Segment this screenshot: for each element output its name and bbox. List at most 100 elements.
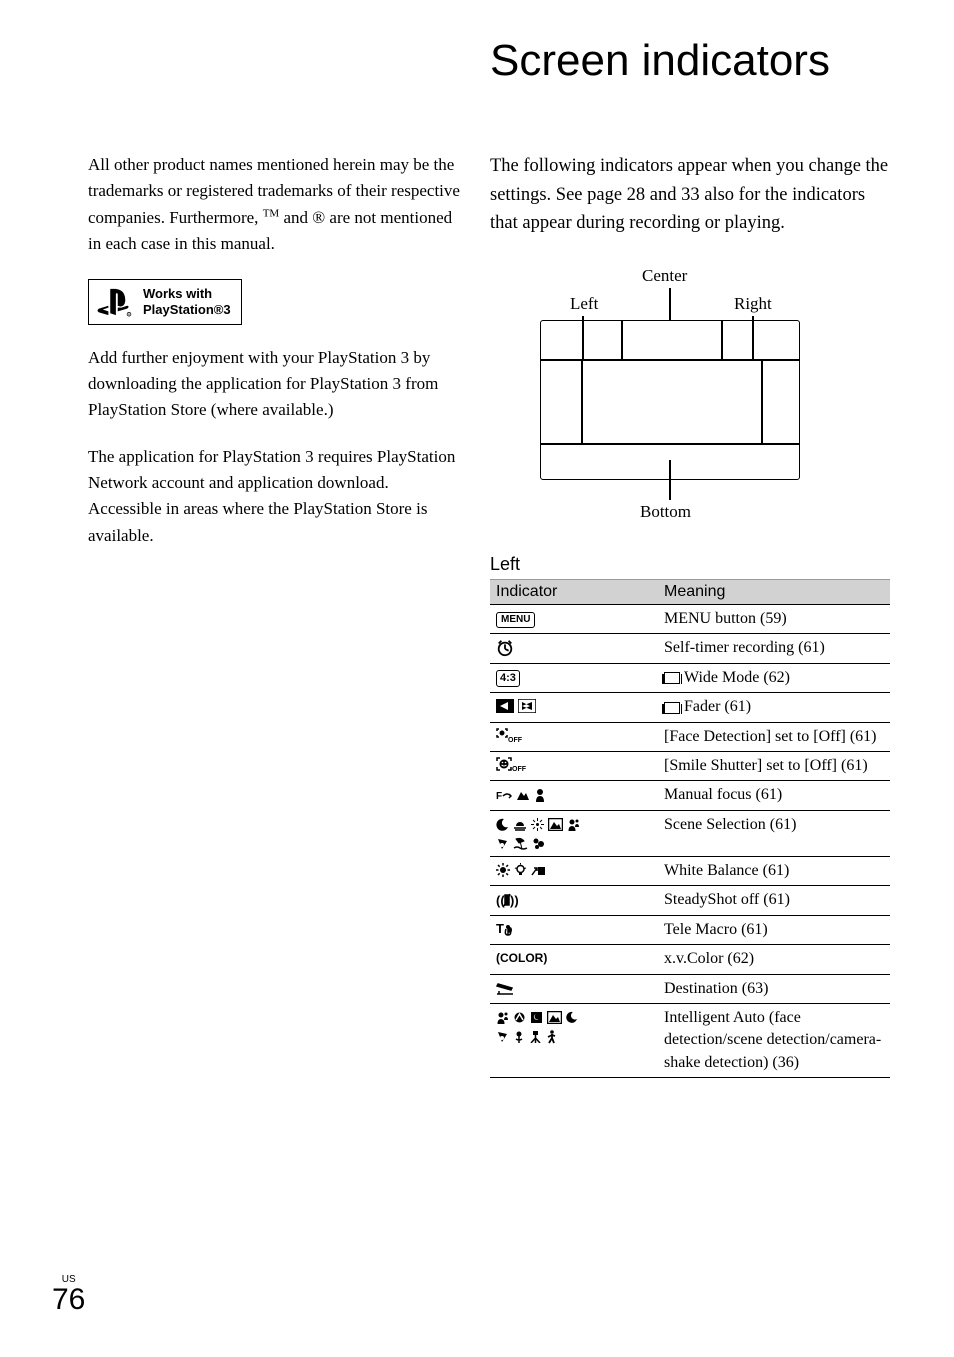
table-row: (()) SteadyShot off (61): [490, 886, 890, 915]
menu-icon: MENU: [496, 612, 535, 628]
meaning-cell: SteadyShot off (61): [658, 886, 890, 915]
book-icon: [664, 702, 680, 714]
scene-landscape-icon: [548, 818, 563, 831]
scene-spotlight-icon: [496, 837, 509, 850]
table-row: Destination (63): [490, 974, 890, 1003]
page-number: US 76: [52, 1274, 85, 1315]
table-row: OFF [Smile Shutter] set to [Off] (61): [490, 751, 890, 780]
indicators-table: Indicator Meaning MENU MENU button (59) …: [490, 579, 890, 1078]
svg-text:F: F: [496, 791, 502, 802]
indicator-cell: OFF: [490, 722, 658, 751]
r-mark: ®: [312, 208, 325, 227]
meaning-cell: [Smile Shutter] set to [Off] (61): [658, 751, 890, 780]
psbox-line1: Works with: [143, 286, 231, 302]
table-header-meaning: Meaning: [658, 580, 890, 605]
intro-paragraph: The following indicators appear when you…: [490, 152, 890, 238]
para-accessible: Accessible in areas where the PlayStatio…: [88, 496, 468, 549]
iauto-twilight-icon: [530, 1011, 543, 1024]
meaning-cell: Tele Macro (61): [658, 915, 890, 944]
scene-fireworks-icon: [531, 818, 544, 831]
fader-black-icon: [496, 699, 514, 713]
wb-bulb-icon: [514, 863, 527, 878]
meaning-text: Wide Mode (62): [684, 669, 790, 686]
indicator-cell: [490, 693, 658, 722]
meaning-cell: [Face Detection] set to [Off] (61): [658, 722, 890, 751]
indicator-cell: (COLOR): [490, 945, 658, 974]
meaning-text: Fader (61): [684, 698, 751, 715]
destination-icon: [496, 980, 514, 996]
table-row: Self-timer recording (61): [490, 634, 890, 663]
table-row: OFF [Face Detection] set to [Off] (61): [490, 722, 890, 751]
svg-text:OFF: OFF: [508, 737, 522, 744]
screen-rectangle: [540, 320, 800, 480]
indicator-cell: (()): [490, 886, 658, 915]
meaning-cell: x.v.Color (62): [658, 945, 890, 974]
left-column: All other product names mentioned herein…: [88, 152, 468, 549]
iauto-tripod-icon: [529, 1030, 542, 1043]
section-heading-left: Left: [490, 554, 890, 575]
meaning-cell: Wide Mode (62): [658, 663, 890, 692]
meaning-cell: Manual focus (61): [658, 781, 890, 810]
tele-macro-icon: T: [496, 921, 516, 937]
person-icon: [534, 788, 546, 802]
table-row: Scene Selection (61): [490, 810, 890, 856]
iauto-moon-icon: [566, 1011, 578, 1023]
page-number-value: 76: [52, 1283, 85, 1316]
trademark-paragraph: All other product names mentioned herein…: [88, 152, 468, 257]
xvcolor-icon: (COLOR): [496, 951, 547, 965]
self-timer-icon: [496, 639, 514, 657]
para1-b: and: [279, 208, 312, 227]
meaning-cell: Intelligent Auto (face detection/scene d…: [658, 1003, 890, 1077]
svg-text:R: R: [128, 313, 130, 317]
indicator-cell: MENU: [490, 605, 658, 634]
table-row: T Tele Macro (61): [490, 915, 890, 944]
diagram-label-center: Center: [642, 266, 687, 286]
iauto-spotlight-icon: [496, 1030, 509, 1043]
wb-onepush-icon: [531, 864, 547, 877]
indicator-cell: [490, 856, 658, 885]
scene-moon-icon: [496, 818, 509, 831]
meaning-cell: Destination (63): [658, 974, 890, 1003]
svg-text:T: T: [496, 921, 504, 936]
table-row: White Balance (61): [490, 856, 890, 885]
svg-text:)): )): [510, 893, 518, 908]
indicator-cell: [490, 634, 658, 663]
playstation-box-text: Works with PlayStation®3: [143, 286, 231, 317]
wb-sun-icon: [496, 863, 510, 877]
svg-text:OFF: OFF: [512, 766, 526, 773]
indicator-cell: [490, 1003, 658, 1077]
table-header-indicator: Indicator: [490, 580, 658, 605]
scene-snow-icon: [532, 837, 545, 850]
table-row: Intelligent Auto (face detection/scene d…: [490, 1003, 890, 1077]
indicator-cell: [490, 974, 658, 1003]
table-row: MENU MENU button (59): [490, 605, 890, 634]
iauto-landscape-icon: [547, 1011, 562, 1024]
scene-sunset-icon: [513, 818, 527, 831]
steadyshot-off-icon: (()): [496, 892, 518, 908]
page-title: Screen indicators: [490, 36, 830, 86]
iauto-backlight-icon: [513, 1011, 526, 1024]
scene-beach-icon: [513, 837, 528, 850]
indicator-cell: F: [490, 781, 658, 810]
fader-white-icon: [518, 699, 536, 713]
table-row: Fader (61): [490, 693, 890, 722]
ratio-icon: 4:3: [496, 670, 520, 687]
manual-focus-icon: F: [496, 788, 512, 802]
playstation-box: R Works with PlayStation®3: [88, 279, 242, 324]
right-column: The following indicators appear when you…: [490, 152, 890, 1078]
playstation-logo-icon: R: [95, 287, 133, 317]
screen-regions-diagram: Center Left Right Bottom: [490, 264, 830, 524]
indicator-cell: T: [490, 915, 658, 944]
para-requires: The application for PlayStation 3 requir…: [88, 444, 468, 497]
mountain-icon: [516, 788, 530, 802]
indicator-cell: OFF: [490, 751, 658, 780]
iauto-face-icon: [496, 1011, 509, 1024]
table-row: (COLOR) x.v.Color (62): [490, 945, 890, 974]
book-icon: [664, 672, 680, 684]
indicator-cell: 4:3: [490, 663, 658, 692]
diagram-label-right: Right: [734, 294, 772, 314]
scene-portrait-icon: [567, 818, 580, 831]
indicator-cell: [490, 810, 658, 856]
table-row: 4:3 Wide Mode (62): [490, 663, 890, 692]
tm-mark: TM: [263, 207, 280, 219]
